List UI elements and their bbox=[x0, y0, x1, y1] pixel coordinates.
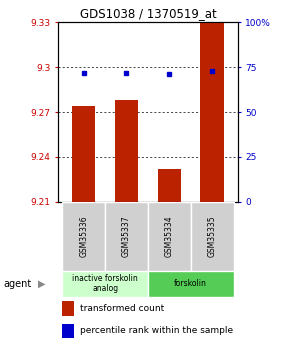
Bar bbox=[200, 22, 224, 202]
Bar bbox=[157, 169, 181, 202]
Text: agent: agent bbox=[3, 279, 31, 289]
Bar bbox=[61, 301, 74, 316]
Text: percentile rank within the sample: percentile rank within the sample bbox=[79, 326, 233, 335]
Text: GSM35337: GSM35337 bbox=[122, 216, 131, 257]
Text: inactive forskolin
analog: inactive forskolin analog bbox=[72, 274, 138, 294]
Bar bbox=[105, 202, 148, 271]
Text: forskolin: forskolin bbox=[174, 279, 207, 288]
Title: GDS1038 / 1370519_at: GDS1038 / 1370519_at bbox=[79, 7, 216, 20]
Bar bbox=[148, 202, 191, 271]
Text: GSM35335: GSM35335 bbox=[208, 216, 217, 257]
Bar bbox=[61, 324, 74, 338]
Text: ▶: ▶ bbox=[38, 279, 45, 289]
Text: transformed count: transformed count bbox=[79, 304, 164, 313]
Text: GSM35336: GSM35336 bbox=[79, 216, 88, 257]
Bar bbox=[72, 106, 95, 202]
Bar bbox=[148, 271, 233, 297]
Bar bbox=[62, 202, 105, 271]
Bar bbox=[115, 100, 138, 202]
Text: GSM35334: GSM35334 bbox=[165, 216, 174, 257]
Bar bbox=[62, 271, 148, 297]
Bar bbox=[191, 202, 233, 271]
